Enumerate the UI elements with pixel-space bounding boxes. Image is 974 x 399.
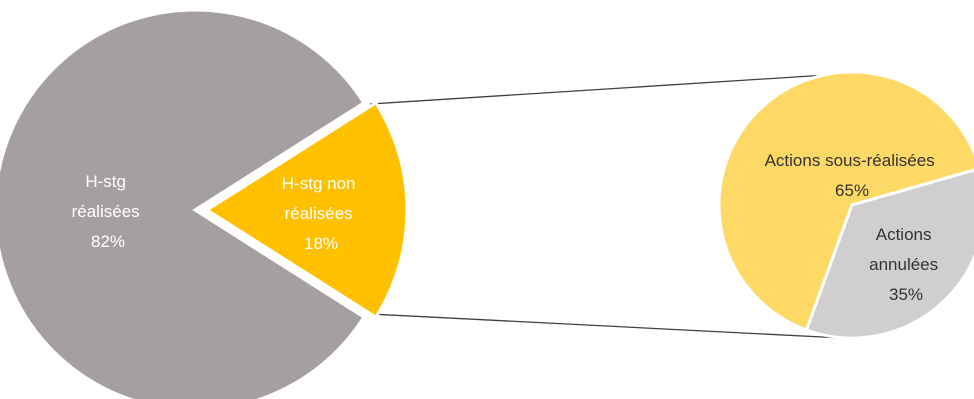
connector-line-top	[369, 72, 859, 105]
connector-line-bottom	[369, 313, 843, 339]
sub-slice-actions-sous-realisees	[717, 70, 974, 332]
label-actions-annulees: Actions annulées 35%	[869, 225, 943, 304]
sub-slice-actions-annulees	[804, 168, 974, 340]
main-slice-hstg-realisees	[0, 8, 366, 399]
label-hstg-non-realisees: H-stg non réalisées 18%	[282, 174, 360, 253]
main-slice-hstg-non-realisees	[204, 100, 409, 320]
label-hstg-realisees: H-stg réalisées 82%	[72, 172, 145, 251]
label-actions-sous-realisees: Actions sous-réalisées 65%	[765, 151, 940, 200]
